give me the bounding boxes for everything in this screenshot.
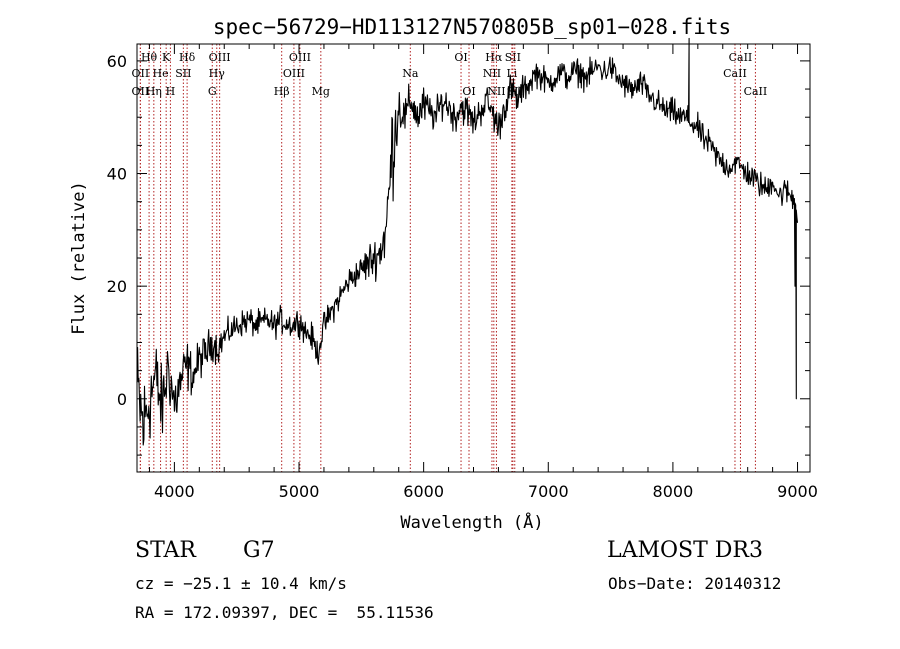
spectral-line-label-11: G xyxy=(208,85,217,98)
spectral-line-label-21: NII xyxy=(487,85,505,98)
spectral-line-label-3: He xyxy=(153,67,169,80)
x-tick-label-4: 8000 xyxy=(653,482,694,501)
spectral-line-label-6: H xyxy=(166,85,176,98)
spectral-line-label-27: CaII xyxy=(744,85,768,98)
spectral-line-label-10: Hγ xyxy=(209,67,226,80)
spectral-line-label-2: OII xyxy=(132,85,150,98)
spectral-line-label-22: SII xyxy=(505,51,521,64)
object-class: STAR xyxy=(135,538,196,563)
plot-frame xyxy=(136,43,811,473)
spectral-line-label-20: NII xyxy=(483,67,501,80)
coordinates: RA = 172.09397, DEC = 55.11536 xyxy=(135,603,434,622)
spectral-line-label-17: OI xyxy=(454,51,467,64)
y-tick-label-1: 20 xyxy=(107,277,127,296)
spectral-line-label-9: OIII xyxy=(209,51,231,64)
x-tick-label-5: 9000 xyxy=(777,482,818,501)
spectral-line-label-25: CaII xyxy=(729,51,753,64)
x-tick-label-0: 4000 xyxy=(154,482,195,501)
x-tick-label-2: 6000 xyxy=(403,482,444,501)
x-axis-label: Wavelength (Å) xyxy=(400,511,543,533)
y-tick-label-2: 40 xyxy=(107,165,127,184)
spectral-line-label-14: Hβ xyxy=(274,85,290,98)
spectral-line-label-4: Hη xyxy=(146,85,162,98)
flux-series-0 xyxy=(136,37,799,446)
obs-date: Obs−Date: 20140312 xyxy=(608,574,782,593)
x-tick-label-1: 5000 xyxy=(279,482,320,501)
chart-title: spec−56729−HD113127N570805B_sp01−028.fit… xyxy=(213,15,731,39)
y-tick-label-3: 60 xyxy=(107,52,127,71)
x-tick-label-3: 7000 xyxy=(528,482,569,501)
y-axis-label: Flux (relative) xyxy=(69,181,89,335)
axes-layer: 4000 5000 6000 7000 8000 9000 0 20 40 60 xyxy=(107,43,818,501)
spectral-line-label-16: Na xyxy=(402,67,419,80)
spectral-line-label-0: Hθ xyxy=(141,51,158,64)
spectral-line-label-26: CaII xyxy=(723,67,747,80)
spectral-line-label-8: Hδ xyxy=(179,51,196,64)
spectral-line-label-5: K xyxy=(162,51,171,64)
redshift-readout: cz = −25.1 ± 10.4 km/s xyxy=(135,574,347,593)
spectral-line-label-7: SII xyxy=(175,67,191,80)
spectral-line-label-13: OIII xyxy=(283,67,305,80)
spectral-line-label-15: Mg xyxy=(312,85,330,98)
spectral-line-label-23: Li xyxy=(506,67,517,80)
spectral-line-label-18: OI xyxy=(462,85,475,98)
survey-name: LAMOST DR3 xyxy=(607,538,763,563)
y-tick-label-0: 0 xyxy=(117,390,127,409)
spectral-line-label-12: OIII xyxy=(289,51,311,64)
object-subclass: G7 xyxy=(243,538,275,563)
spectral-line-label-19: Hα xyxy=(485,51,503,64)
flux-series-layer xyxy=(136,37,799,446)
